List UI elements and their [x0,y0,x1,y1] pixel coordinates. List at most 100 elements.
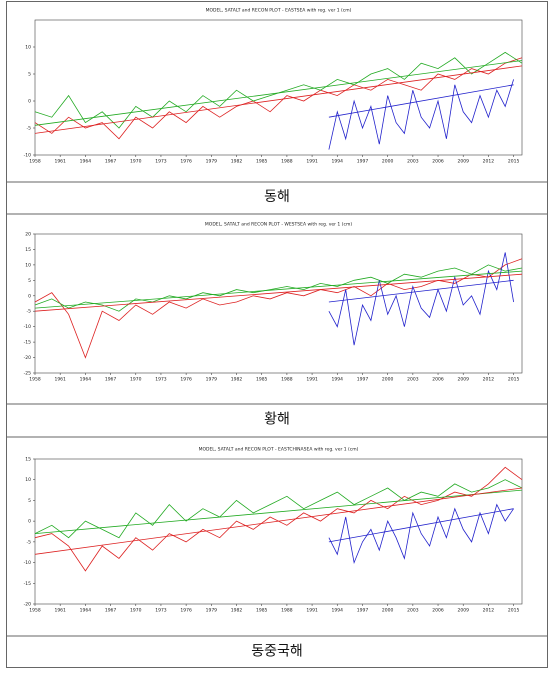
x-tick-label: 1979 [206,377,218,383]
y-tick-label: 0 [28,293,31,299]
series-line [34,273,523,312]
x-tick-label: 1976 [180,159,192,165]
series-line [34,270,523,309]
x-tick-label: 1994 [332,159,344,165]
x-tick-label: 2015 [508,377,520,383]
series-line [34,489,523,534]
series-line [34,466,523,572]
chart-title: MODEL, SATALT and RECON PLOT - WESTSEA w… [205,222,352,228]
series-line [34,258,523,359]
x-tick-label: 1997 [357,608,369,614]
x-tick-label: 2012 [483,159,495,165]
series-line [34,479,523,539]
series-line [34,264,523,312]
x-tick-label: 1970 [130,608,142,614]
caption: 황해 [264,412,290,428]
x-tick-label: 1967 [105,377,117,383]
x-tick-label: 1961 [54,608,66,614]
y-tick-label: -25 [24,371,31,377]
caption: 동중국해 [251,644,303,660]
x-tick-label: 1991 [306,608,318,614]
y-tick-label: -10 [24,560,31,566]
y-tick-label: -5 [27,126,32,132]
x-tick-label: 2009 [457,377,469,383]
outer-border [6,1,548,668]
y-tick-label: 10 [25,45,31,51]
x-tick-label: 1985 [256,608,268,614]
x-tick-label: 1958 [29,608,41,614]
y-tick-label: -5 [27,309,32,315]
x-tick-label: 2015 [508,159,520,165]
x-tick-label: 1988 [281,608,293,614]
x-tick-label: 1991 [306,377,318,383]
y-tick-label: -15 [24,340,31,346]
x-tick-label: 1994 [332,608,344,614]
x-tick-label: 1970 [130,377,142,383]
x-tick-label: 2006 [432,159,444,165]
series-line [34,51,523,129]
x-tick-label: 1961 [54,159,66,165]
y-tick-label: 0 [28,99,31,105]
plot-frame [34,458,523,605]
x-tick-label: 1958 [29,159,41,165]
x-tick-label: 2003 [407,377,419,383]
x-tick-label: 2015 [508,608,520,614]
y-tick-label: -5 [27,539,32,545]
x-tick-label: 1964 [80,608,92,614]
x-tick-label: 1991 [306,159,318,165]
x-tick-label: 1961 [54,377,66,383]
x-tick-label: 1994 [332,377,344,383]
x-tick-label: 1964 [80,377,92,383]
series-line [34,65,523,134]
series-line [328,252,514,346]
y-tick-label: 20 [25,232,31,238]
y-tick-label: -20 [24,355,31,361]
x-tick-label: 2000 [382,608,394,614]
x-tick-label: 2012 [483,377,495,383]
x-tick-label: 1970 [130,159,142,165]
caption: 동해 [264,189,290,205]
x-tick-label: 2012 [483,608,495,614]
x-tick-label: 2003 [407,159,419,165]
x-tick-label: 1958 [29,377,41,383]
series-line [34,487,523,555]
x-tick-label: 2000 [382,159,394,165]
x-tick-label: 2006 [432,608,444,614]
series-line [34,57,523,140]
plot-frame [34,19,523,156]
x-tick-label: 1997 [357,377,369,383]
x-tick-label: 1988 [281,159,293,165]
y-tick-label: -15 [24,581,31,587]
series-line [328,84,514,118]
x-tick-label: 1967 [105,608,117,614]
y-tick-label: 10 [25,262,31,268]
x-tick-label: 1985 [256,159,268,165]
x-tick-label: 1988 [281,377,293,383]
x-tick-label: 1976 [180,608,192,614]
x-tick-label: 2003 [407,608,419,614]
x-tick-label: 1976 [180,377,192,383]
y-tick-label: 0 [28,519,31,525]
x-tick-label: 2009 [457,159,469,165]
x-tick-label: 1973 [155,377,167,383]
y-tick-label: 5 [28,498,31,504]
x-tick-label: 1982 [231,377,243,383]
y-tick-label: -10 [24,153,31,159]
y-tick-label: -10 [24,324,31,330]
y-tick-label: -20 [24,602,31,608]
x-tick-label: 1979 [206,159,218,165]
chart-title: MODEL, SATALT and RECON PLOT - EASTCHINA… [199,447,359,453]
y-tick-label: 15 [25,247,31,253]
x-tick-label: 1982 [231,159,243,165]
x-tick-label: 2000 [382,377,394,383]
series-line [328,503,514,565]
y-tick-label: 5 [28,72,31,78]
series-line [328,279,514,303]
series-line [328,508,514,543]
x-tick-label: 1973 [155,159,167,165]
x-tick-label: 1967 [105,159,117,165]
x-tick-label: 1964 [80,159,92,165]
series-line [34,60,523,126]
y-tick-label: 15 [25,457,31,463]
x-tick-label: 1985 [256,377,268,383]
